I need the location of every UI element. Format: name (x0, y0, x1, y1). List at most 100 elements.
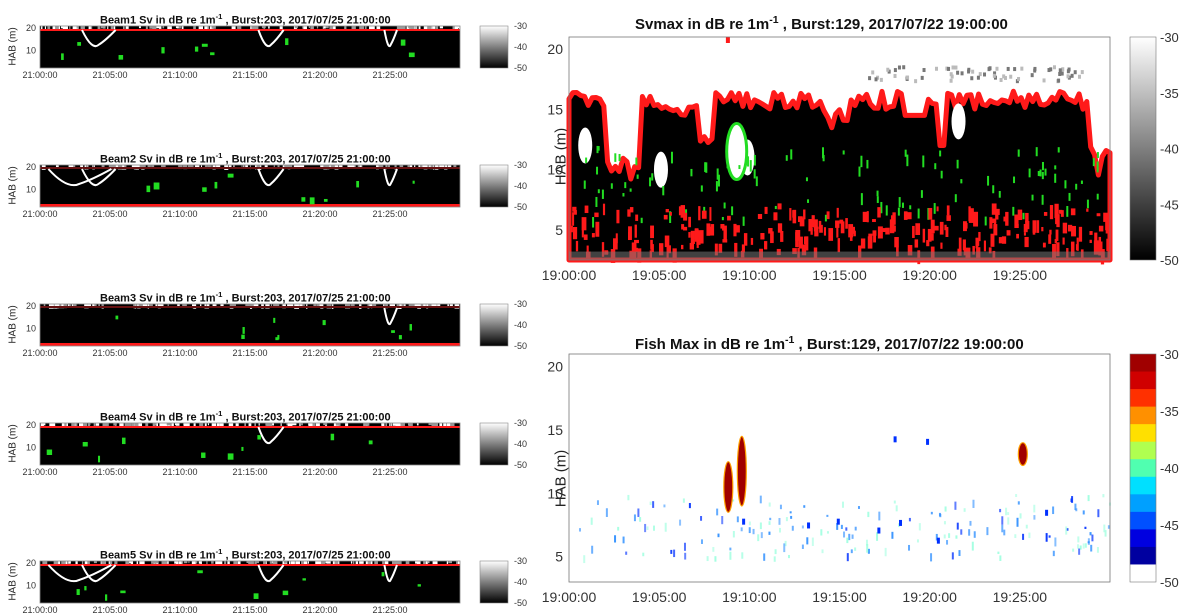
bottom-echo (989, 217, 993, 229)
surface-echo (291, 423, 297, 426)
bottom-echo (613, 238, 618, 250)
surface-echo (231, 304, 236, 307)
fish-school (725, 122, 749, 182)
weak-target (845, 527, 848, 531)
fishmax-plot: 5 10 15 20 19:00:00 19:05:00 19:10:00 19:15:00 1… (542, 347, 1179, 605)
mid-target (1045, 509, 1049, 516)
bottom-echo (780, 231, 784, 242)
beam2-panel: Beam2 Sv in dB re 1m-1 , Burst:203, 2017… (0, 147, 540, 219)
surface-noise (1060, 71, 1064, 76)
bubble-cloud (383, 564, 398, 583)
surface-echo (390, 304, 395, 307)
surface-echo (227, 561, 230, 565)
surface-echo (332, 561, 335, 565)
surface-echo (353, 165, 356, 168)
bubble-cloud (257, 426, 285, 445)
weak-target (1003, 529, 1006, 536)
surface-noise (978, 72, 982, 77)
surface-echo (224, 561, 227, 566)
bottom-echo (594, 212, 599, 218)
fish-echo (705, 162, 708, 173)
surface-echo (328, 165, 333, 168)
weak-target (644, 523, 647, 533)
colorbar-gradient (479, 164, 509, 208)
bottom-echo (1001, 236, 1007, 244)
bottom-echo (1098, 225, 1104, 232)
weak-target (768, 502, 771, 507)
surface-echo (322, 26, 325, 31)
beam-title: Beam1 Sv in dB re 1m-1 , Burst:203, 2017… (100, 12, 391, 27)
surface-echo (52, 26, 56, 31)
surface-echo (125, 561, 130, 566)
surface-echo (156, 26, 161, 29)
bottom-echo (1094, 232, 1098, 242)
weak-target (1052, 506, 1055, 515)
bottom-echo (926, 240, 930, 247)
surface-echo (92, 304, 96, 308)
weak-target (930, 553, 933, 562)
weak-target (1014, 534, 1017, 539)
surface-echo (198, 561, 202, 564)
fish-echo (381, 572, 385, 577)
x-tick-label: 21:25:00 (372, 348, 407, 358)
bottom-echo (828, 228, 834, 241)
weak-target (729, 551, 732, 560)
y-tick-label: 10 (26, 323, 36, 333)
surface-echo (93, 561, 97, 564)
weak-target (1087, 538, 1090, 545)
surface-echo (255, 561, 259, 564)
bottom-echo (1103, 212, 1108, 222)
seabed-band (569, 251, 1110, 260)
bottom-echo (770, 231, 774, 244)
colorbar-tick-label: -50 (514, 63, 527, 73)
bottom-echo (849, 234, 853, 241)
surface-echo (151, 165, 153, 169)
surface-echo (88, 304, 92, 307)
surface-echo (264, 165, 268, 169)
weak-target (700, 539, 703, 544)
plot-frame (39, 560, 461, 604)
echogram (39, 303, 461, 347)
bottom-echo (792, 209, 797, 224)
surface-echo (167, 26, 170, 31)
surface-echo (161, 561, 167, 566)
surface-echo (65, 561, 71, 566)
surface-noise (1003, 75, 1007, 80)
surface-echo (259, 165, 262, 169)
weak-target (763, 553, 766, 561)
weak-target (876, 532, 879, 541)
weak-target (1015, 494, 1018, 498)
bottom-echo (1070, 208, 1076, 216)
surface-echo (286, 423, 289, 426)
surface-echo (420, 304, 424, 308)
weak-target (1075, 508, 1078, 512)
surface-noise (999, 77, 1003, 82)
fish-echo (742, 216, 745, 226)
surface-echo (80, 165, 84, 168)
surface-echo (200, 561, 202, 564)
surface-echo (428, 561, 430, 564)
bottom-echo (972, 245, 975, 255)
surface-echo (108, 561, 111, 566)
weak-target (893, 500, 896, 504)
bubble-cloud (951, 103, 966, 140)
colorbar-tick-label: -40 (514, 577, 527, 587)
mid-target (893, 436, 897, 443)
surface-echo (208, 304, 210, 308)
bubble-cloud (257, 168, 285, 187)
fish-echo (105, 594, 108, 601)
surface-noise (1009, 74, 1013, 79)
surface-echo (152, 26, 157, 31)
weak-target (891, 531, 894, 539)
mid-target (836, 518, 840, 525)
surface-echo (383, 304, 386, 307)
surface-echo (41, 26, 43, 30)
mid-target (936, 537, 940, 544)
surface-echo (166, 423, 172, 426)
bottom-echo (602, 203, 606, 216)
x-tick-label: 21:10:00 (162, 467, 197, 477)
weak-target (1102, 494, 1105, 498)
plot-frame (39, 422, 461, 466)
surface-noise (1066, 74, 1070, 79)
bottom-echo (722, 239, 728, 243)
